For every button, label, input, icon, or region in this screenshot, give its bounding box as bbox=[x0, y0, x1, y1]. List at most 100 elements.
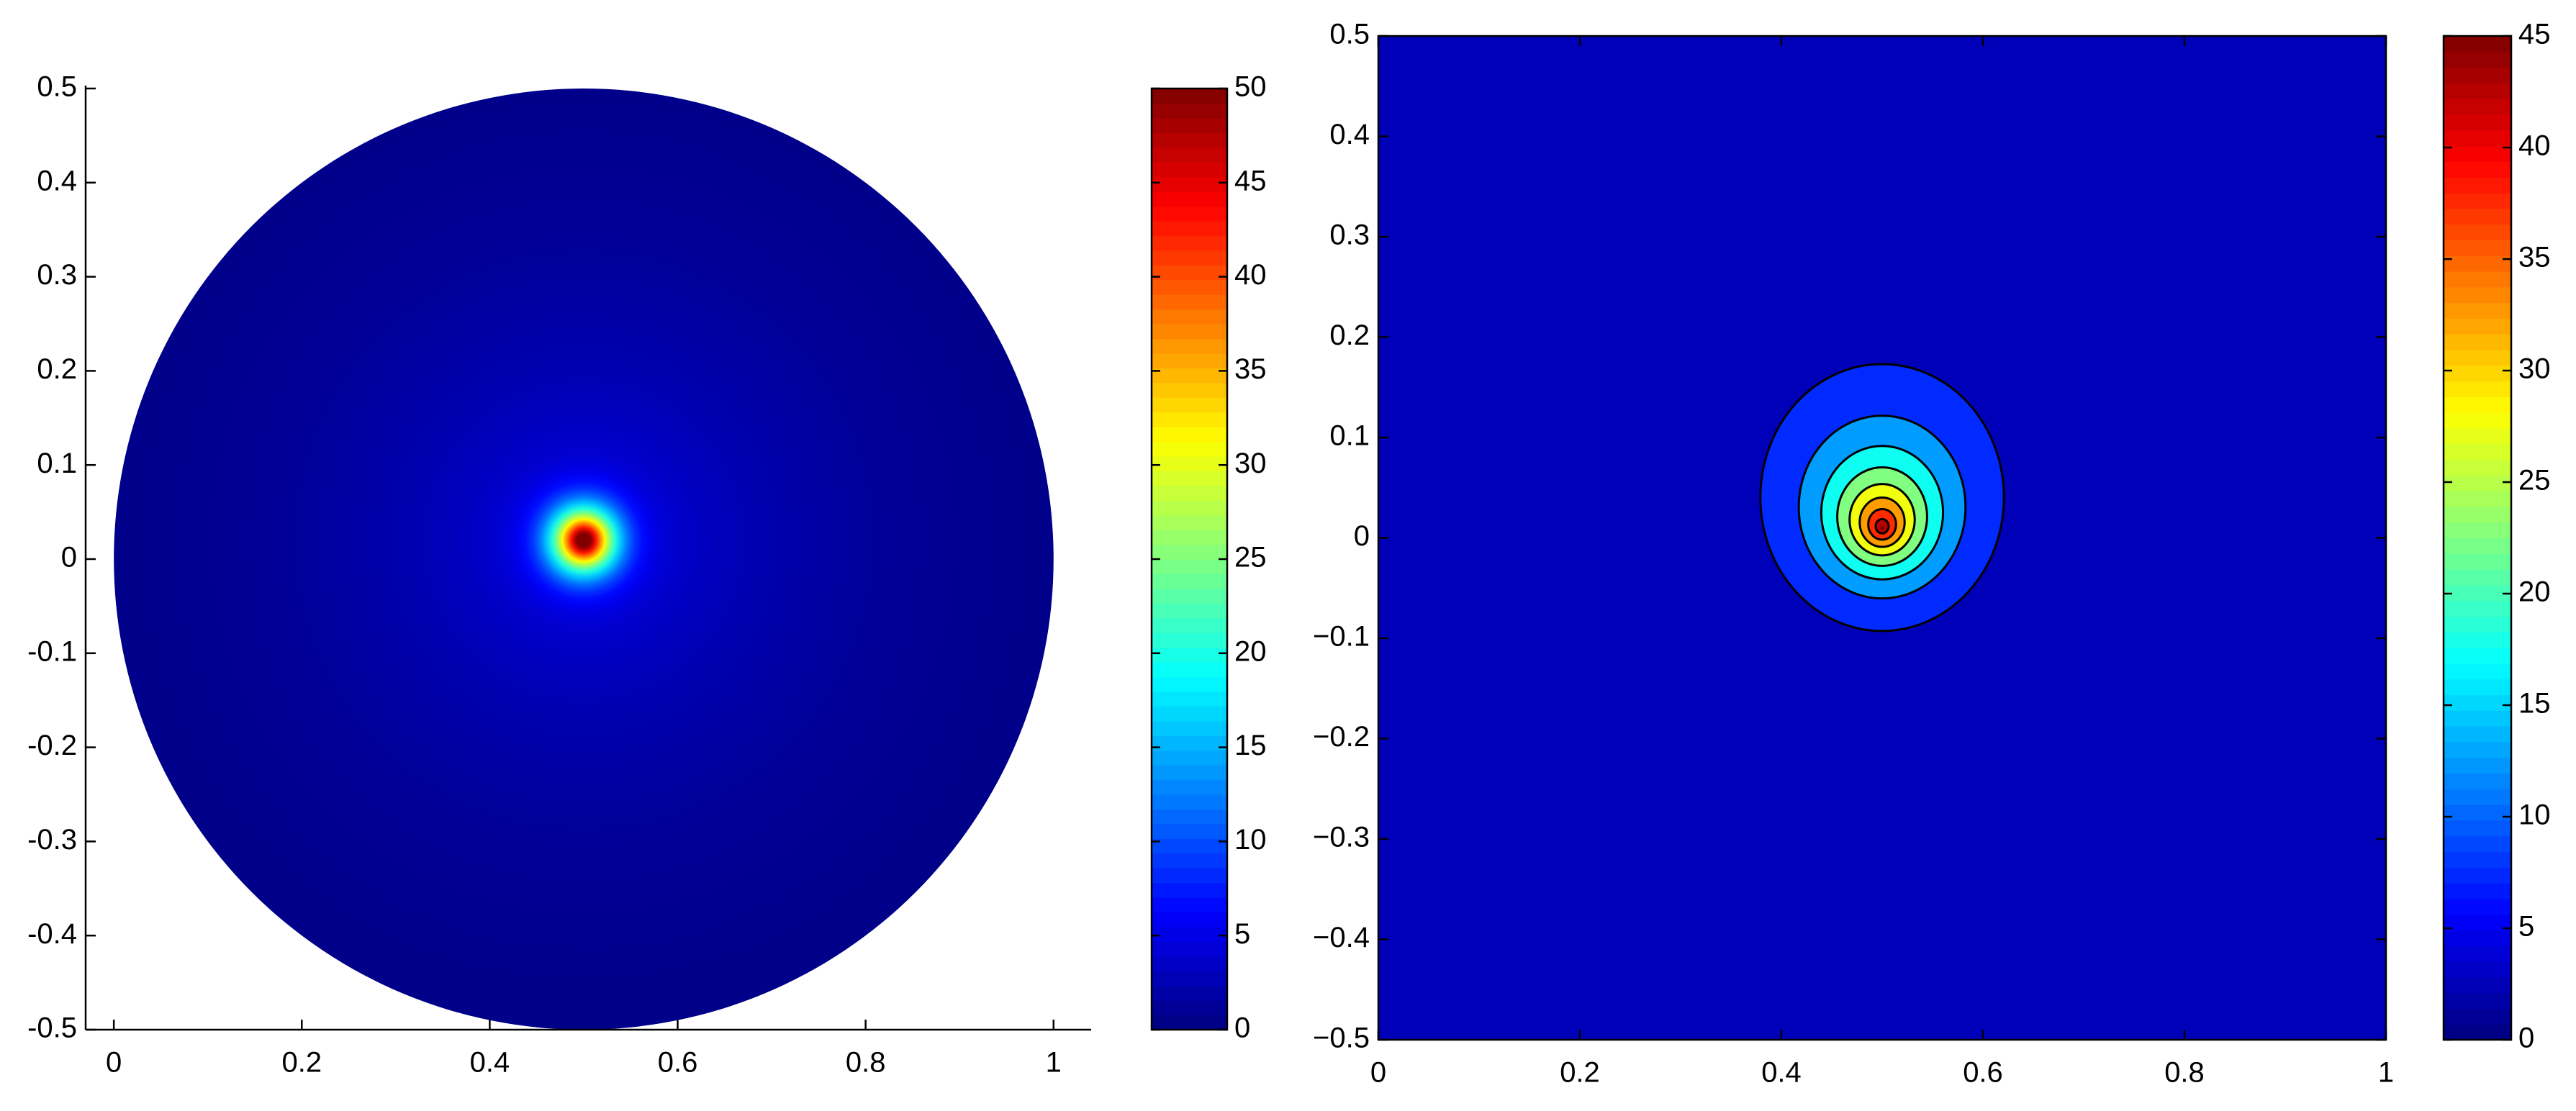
colorbar-swatch bbox=[2444, 961, 2511, 978]
colorbar-swatch bbox=[2444, 946, 2511, 962]
colorbar-swatch bbox=[1152, 617, 1227, 633]
colorbar-swatch bbox=[2444, 789, 2511, 805]
y-tick-label: 0.4 bbox=[37, 165, 77, 196]
x-tick-label: 0.6 bbox=[1963, 1057, 2003, 1089]
colorbar-swatch bbox=[2444, 286, 2511, 304]
x-tick-label: 1 bbox=[1046, 1047, 1062, 1079]
colorbar-swatch bbox=[2444, 522, 2511, 539]
colorbar-swatch bbox=[2444, 208, 2511, 225]
colorbar-swatch bbox=[2444, 1024, 2511, 1040]
colorbar-swatch bbox=[1152, 1000, 1227, 1016]
y-tick-label: 0.2 bbox=[37, 353, 77, 385]
colorbar-swatch bbox=[1152, 912, 1227, 928]
colorbar-swatch bbox=[1152, 353, 1227, 368]
colorbar-swatch bbox=[1152, 279, 1227, 295]
colorbar-swatch bbox=[1152, 206, 1227, 222]
colorbar-tick-label: 0 bbox=[1234, 1012, 1250, 1044]
y-tick-label: −0.5 bbox=[1313, 1022, 1370, 1054]
colorbar-swatch bbox=[1152, 897, 1227, 913]
y-tick-label: 0.5 bbox=[1329, 19, 1370, 50]
colorbar-swatch bbox=[2444, 51, 2511, 68]
colorbar-swatch bbox=[2444, 396, 2511, 413]
colorbar-swatch bbox=[1152, 956, 1227, 971]
colorbar-swatch bbox=[2444, 757, 2511, 774]
colorbar-swatch bbox=[2444, 161, 2511, 178]
colorbar-swatch bbox=[2444, 381, 2511, 397]
colorbar-swatch bbox=[2444, 130, 2511, 147]
colorbar-swatch bbox=[1152, 941, 1227, 957]
y-tick-label: -0.5 bbox=[27, 1012, 77, 1044]
colorbar-swatch bbox=[1152, 324, 1227, 340]
colorbar-swatch bbox=[1152, 735, 1227, 751]
colorbar-tick-label: 30 bbox=[1234, 448, 1267, 479]
colorbar-swatch bbox=[2444, 67, 2511, 83]
disc bbox=[114, 89, 1054, 1030]
colorbar-swatch bbox=[2444, 569, 2511, 586]
y-tick-label: −0.2 bbox=[1313, 721, 1370, 753]
colorbar-swatch bbox=[1152, 720, 1227, 736]
colorbar-swatch bbox=[1152, 750, 1227, 766]
colorbar-swatch bbox=[1152, 573, 1227, 589]
colorbar-swatch bbox=[1152, 662, 1227, 678]
y-tick-label: 0.3 bbox=[1329, 219, 1370, 251]
colorbar-tick-label: 35 bbox=[1234, 353, 1267, 385]
colorbar-swatch bbox=[2444, 145, 2511, 162]
colorbar-swatch bbox=[1152, 838, 1227, 854]
colorbar-swatch bbox=[1152, 971, 1227, 987]
colorbar-swatch bbox=[2444, 553, 2511, 570]
colorbar-swatch bbox=[1152, 485, 1227, 501]
colorbar-swatch bbox=[1152, 809, 1227, 825]
colorbar-swatch bbox=[2444, 741, 2511, 758]
colorbar-swatch bbox=[2444, 726, 2511, 743]
colorbar-swatch bbox=[2444, 365, 2511, 382]
x-tick-label: 0.8 bbox=[846, 1047, 886, 1079]
colorbar-swatch bbox=[1152, 794, 1227, 810]
colorbar-swatch bbox=[1152, 765, 1227, 781]
y-tick-label: −0.1 bbox=[1313, 621, 1370, 653]
colorbar-tick-label: 45 bbox=[2518, 19, 2551, 50]
colorbar-tick-label: 20 bbox=[1234, 635, 1267, 667]
colorbar-swatch bbox=[1152, 89, 1227, 104]
x-tick-label: 0.8 bbox=[2164, 1057, 2205, 1089]
y-tick-label: -0.3 bbox=[27, 824, 77, 856]
colorbar-tick-label: 5 bbox=[1234, 918, 1250, 950]
colorbar-swatch bbox=[1152, 514, 1227, 530]
y-tick-label: −0.4 bbox=[1313, 922, 1370, 953]
colorbar-swatch bbox=[1152, 530, 1227, 545]
colorbar-tick-label: 30 bbox=[2518, 353, 2551, 385]
colorbar-swatch bbox=[2444, 883, 2511, 899]
colorbar-swatch bbox=[2444, 648, 2511, 664]
colorbar-swatch bbox=[2444, 804, 2511, 821]
colorbar-swatch bbox=[2444, 475, 2511, 491]
colorbar-tick-label: 40 bbox=[2518, 130, 2551, 162]
colorbar-swatch bbox=[2444, 192, 2511, 209]
colorbar-swatch bbox=[2444, 976, 2511, 994]
colorbar-swatch bbox=[1152, 691, 1227, 707]
x-tick-label: 0.2 bbox=[1560, 1057, 1600, 1089]
y-tick-label: 0 bbox=[1354, 520, 1370, 552]
colorbar-swatch bbox=[1152, 779, 1227, 795]
colorbar-swatch bbox=[1152, 309, 1227, 325]
colorbar-swatch bbox=[1152, 632, 1227, 648]
colorbar-swatch bbox=[1152, 1015, 1227, 1030]
colorbar-swatch bbox=[2444, 491, 2511, 507]
colorbar-swatch bbox=[1152, 147, 1227, 163]
colorbar-tick-label: 35 bbox=[2518, 242, 2551, 273]
y-tick-label: -0.2 bbox=[27, 730, 77, 761]
colorbar-swatch bbox=[2444, 710, 2511, 727]
colorbar-swatch bbox=[1152, 588, 1227, 604]
colorbar-swatch bbox=[2444, 694, 2511, 711]
colorbar-swatch bbox=[2444, 224, 2511, 240]
colorbar-tick-label: 25 bbox=[2518, 465, 2551, 496]
colorbar-swatch bbox=[1152, 500, 1227, 516]
colorbar-swatch bbox=[2444, 538, 2511, 554]
colorbar-swatch bbox=[2444, 773, 2511, 789]
y-tick-label: 0 bbox=[61, 542, 77, 573]
colorbar-tick-label: 40 bbox=[1234, 259, 1267, 291]
colorbar-swatch bbox=[2444, 914, 2511, 931]
colorbar-swatch bbox=[1152, 823, 1227, 839]
colorbar-swatch bbox=[1152, 176, 1227, 192]
colorbar-swatch bbox=[1152, 559, 1227, 575]
colorbar-swatch bbox=[1152, 544, 1227, 560]
